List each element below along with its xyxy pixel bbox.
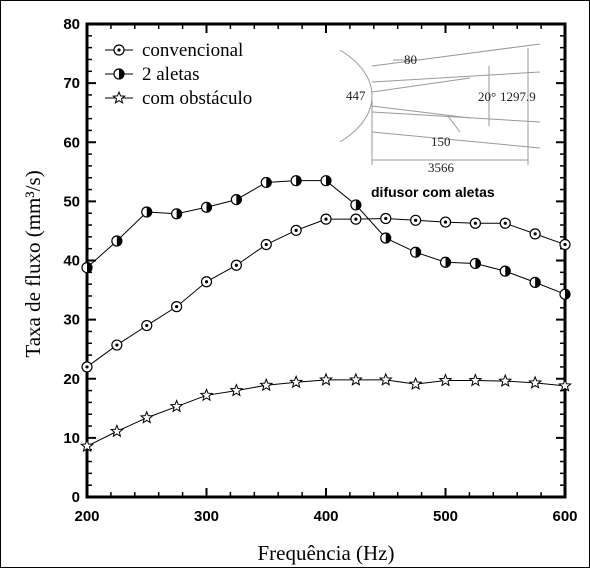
legend-marker bbox=[113, 68, 125, 80]
y-tick-label: 70 bbox=[63, 75, 80, 92]
data-point bbox=[439, 216, 452, 228]
data-point bbox=[259, 377, 274, 392]
data-point bbox=[469, 217, 481, 229]
data-point bbox=[557, 378, 573, 392]
data-point bbox=[320, 213, 332, 225]
data-point bbox=[81, 361, 93, 373]
data-point bbox=[199, 387, 214, 402]
data-point bbox=[469, 257, 481, 270]
legend-entry: convencional bbox=[105, 40, 243, 61]
data-point bbox=[468, 373, 483, 387]
data-point bbox=[439, 256, 452, 268]
y-tick-label: 60 bbox=[63, 134, 80, 151]
x-tick-label: 400 bbox=[313, 508, 338, 525]
data-point bbox=[169, 399, 184, 413]
data-point bbox=[79, 438, 95, 453]
data-series bbox=[79, 175, 573, 453]
data-point bbox=[141, 206, 153, 218]
data-point bbox=[230, 194, 242, 206]
x-tick-label: 300 bbox=[194, 508, 219, 525]
data-point bbox=[350, 213, 362, 225]
data-point bbox=[289, 374, 304, 389]
data-point bbox=[528, 375, 543, 389]
x-axis-title: Frequência (Hz) bbox=[257, 541, 394, 565]
series-com-obstáculo bbox=[79, 372, 573, 453]
x-tick-label: 600 bbox=[552, 508, 577, 525]
data-point bbox=[348, 372, 363, 386]
data-point bbox=[499, 217, 511, 229]
inset-diffuser-diagram: 80 447 20° 1297.9 150 3566 difusor com a… bbox=[339, 43, 541, 200]
data-point bbox=[529, 228, 541, 240]
data-point bbox=[260, 176, 272, 189]
series-convencional bbox=[81, 212, 571, 373]
inset-caption: difusor com aletas bbox=[371, 184, 495, 200]
data-point bbox=[438, 373, 453, 387]
data-point bbox=[81, 261, 93, 274]
data-point bbox=[290, 175, 302, 187]
data-point bbox=[171, 208, 183, 220]
legend-label: 2 aletas bbox=[142, 64, 200, 85]
data-point bbox=[499, 265, 511, 277]
x-tick-label: 500 bbox=[433, 508, 458, 525]
inset-dim-447: 447 bbox=[346, 88, 366, 103]
data-point bbox=[350, 199, 362, 211]
inset-dim-80: 80 bbox=[404, 52, 417, 67]
data-point bbox=[498, 373, 513, 388]
data-point bbox=[410, 246, 422, 258]
series-line bbox=[86, 218, 566, 368]
y-tick-label: 20 bbox=[63, 371, 80, 388]
data-point bbox=[111, 235, 123, 247]
data-point bbox=[171, 301, 183, 313]
legend-label: com obstáculo bbox=[142, 88, 252, 109]
inset-outline bbox=[339, 43, 541, 165]
y-tick-label: 30 bbox=[63, 312, 80, 329]
legend-entry: com obstáculo bbox=[105, 88, 252, 109]
data-point bbox=[559, 238, 571, 251]
data-point bbox=[378, 372, 393, 386]
legend-entry: 2 aletas bbox=[105, 64, 200, 85]
y-tick-label: 10 bbox=[63, 430, 80, 447]
y-tick-label: 50 bbox=[63, 193, 80, 210]
y-axis-title: Taxa de fluxo (mm³/s) bbox=[21, 170, 45, 357]
data-point bbox=[380, 212, 392, 225]
y-tick-label: 40 bbox=[63, 253, 80, 270]
series-2-aletas bbox=[81, 175, 571, 300]
inset-dim-angle: 20° bbox=[478, 89, 496, 104]
legend-marker bbox=[111, 90, 127, 104]
data-point bbox=[529, 276, 541, 288]
inset-dim-1297: 1297.9 bbox=[500, 89, 536, 104]
data-point bbox=[139, 410, 154, 424]
data-point bbox=[109, 423, 124, 438]
data-point bbox=[260, 238, 272, 251]
inset-dim-3566: 3566 bbox=[428, 160, 455, 175]
data-point bbox=[318, 372, 334, 386]
data-point bbox=[229, 383, 244, 397]
data-point bbox=[410, 214, 422, 226]
data-point bbox=[559, 288, 571, 300]
series-line bbox=[86, 379, 566, 447]
legend-label: convencional bbox=[142, 40, 243, 61]
y-tick-label: 80 bbox=[63, 16, 80, 33]
data-point bbox=[320, 175, 332, 187]
data-point bbox=[230, 259, 242, 271]
axis-ticks: 0 10 20 30 40 50 60 70 80 200 300 400 500 600 bbox=[63, 16, 577, 525]
legend: convencional 2 aletas com obstáculo bbox=[105, 40, 252, 109]
x-tick-label: 200 bbox=[74, 508, 99, 525]
data-point bbox=[380, 232, 392, 244]
data-point bbox=[290, 224, 302, 236]
data-point bbox=[141, 319, 153, 332]
data-point bbox=[111, 339, 123, 351]
legend-marker bbox=[113, 44, 125, 56]
data-point bbox=[200, 276, 213, 288]
inset-dim-150: 150 bbox=[431, 134, 451, 149]
data-point bbox=[200, 201, 213, 213]
y-tick-label: 0 bbox=[72, 489, 80, 506]
data-point bbox=[408, 376, 423, 391]
